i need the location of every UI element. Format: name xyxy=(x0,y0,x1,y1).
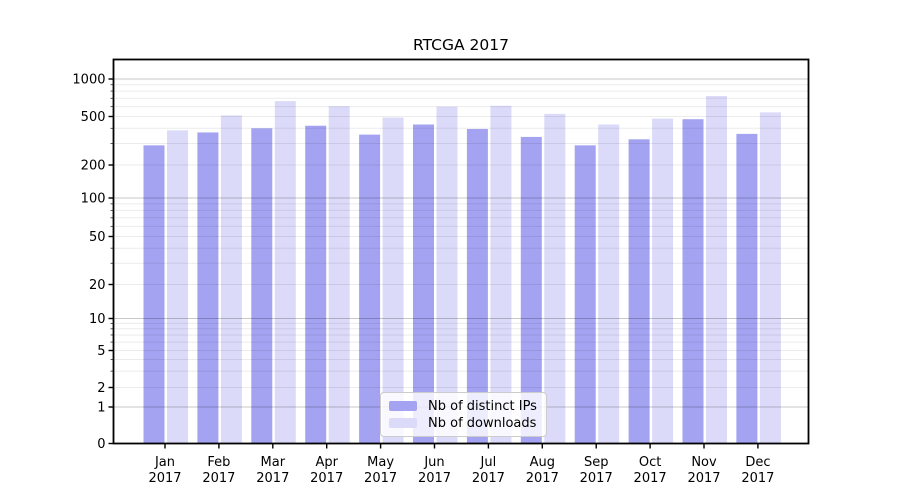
legend-item: Nb of downloads xyxy=(389,417,538,430)
axes-group xyxy=(112,58,810,445)
chart-title: RTCGA 2017 xyxy=(412,36,509,54)
bar-distinct-ips-jul xyxy=(466,128,488,444)
y-axis-label: 200 xyxy=(81,159,106,174)
legend: Nb of distinct IPs Nb of downloads xyxy=(380,392,547,437)
bar-distinct-ips-apr xyxy=(305,125,327,444)
x-axis-label-year: 2017 xyxy=(634,471,667,486)
bar-distinct-ips-dec xyxy=(736,133,758,444)
bar-distinct-ips-jan xyxy=(143,145,165,444)
bar-distinct-ips-nov xyxy=(682,119,704,444)
x-axis-label-year: 2017 xyxy=(202,471,235,486)
x-axis-label-month: Aug xyxy=(530,455,555,470)
axis-frame xyxy=(112,58,810,445)
x-axis-label-year: 2017 xyxy=(256,471,289,486)
x-axis-label-month: Feb xyxy=(207,455,230,470)
x-axis-label-year: 2017 xyxy=(418,471,451,486)
y-axis-label: 1000 xyxy=(72,73,105,88)
bar-distinct-ips-sep xyxy=(574,145,596,444)
y-axis-label: 100 xyxy=(81,192,106,207)
bar-distinct-ips-aug xyxy=(520,136,542,444)
y-axis-label: 0 xyxy=(97,437,105,452)
x-axis-label-year: 2017 xyxy=(364,471,397,486)
y-axis-label: 2 xyxy=(97,381,105,396)
legend-label: Nb of downloads xyxy=(428,415,537,431)
legend-swatch xyxy=(389,401,417,411)
x-axis-label-month: Dec xyxy=(745,455,770,470)
bar-downloads-may xyxy=(382,117,404,444)
x-axis-label-month: Apr xyxy=(315,455,338,470)
y-axis-label: 10 xyxy=(89,312,106,327)
x-axis-label-year: 2017 xyxy=(526,471,559,486)
y-axis-label: 1 xyxy=(97,401,105,416)
x-axis-label-month: Mar xyxy=(261,455,286,470)
x-axis-label-month: Jan xyxy=(154,455,175,470)
x-axis-label-year: 2017 xyxy=(580,471,613,486)
x-axis-label-month: May xyxy=(367,455,394,470)
legend-label: Nb of distinct IPs xyxy=(428,398,537,414)
bar-downloads-dec xyxy=(759,112,781,444)
bar-downloads-jul xyxy=(490,105,512,444)
grid-minor-group xyxy=(113,84,809,388)
bars-group xyxy=(143,96,781,444)
y-axis-label: 20 xyxy=(89,278,106,293)
x-axis-label-month: Jun xyxy=(423,455,444,470)
bar-distinct-ips-mar xyxy=(251,128,273,444)
bar-distinct-ips-jun xyxy=(413,124,434,444)
y-axis-label: 500 xyxy=(81,110,106,125)
bar-distinct-ips-oct xyxy=(628,139,650,444)
bar-downloads-apr xyxy=(328,106,350,444)
bar-downloads-sep xyxy=(598,124,620,444)
labels-group: 01251020501002005001000Jan2017Feb2017Mar… xyxy=(72,73,774,487)
x-axis-label-month: Jul xyxy=(480,455,497,470)
bar-downloads-aug xyxy=(544,113,566,444)
x-axis-label-month: Nov xyxy=(691,455,717,470)
x-axis-label-month: Sep xyxy=(584,455,609,470)
bar-downloads-oct xyxy=(652,118,674,444)
x-axis-label-year: 2017 xyxy=(741,471,774,486)
y-axis-label: 50 xyxy=(89,230,106,245)
x-axis-label-year: 2017 xyxy=(472,471,505,486)
x-axis-label-year: 2017 xyxy=(148,471,181,486)
bar-downloads-mar xyxy=(274,101,296,444)
bar-downloads-jun xyxy=(436,106,458,444)
y-axis-label: 5 xyxy=(97,344,105,359)
bar-downloads-nov xyxy=(706,96,727,444)
legend-swatch xyxy=(389,418,417,428)
bar-downloads-feb xyxy=(220,115,242,444)
bar-distinct-ips-may xyxy=(359,134,381,444)
x-axis-label-month: Oct xyxy=(639,455,661,470)
ticks-group xyxy=(108,78,759,449)
bar-downloads-jan xyxy=(167,130,188,444)
bar-distinct-ips-feb xyxy=(197,132,219,444)
x-axis-label-year: 2017 xyxy=(310,471,343,486)
legend-item: Nb of distinct IPs xyxy=(389,400,538,413)
x-axis-label-year: 2017 xyxy=(687,471,720,486)
